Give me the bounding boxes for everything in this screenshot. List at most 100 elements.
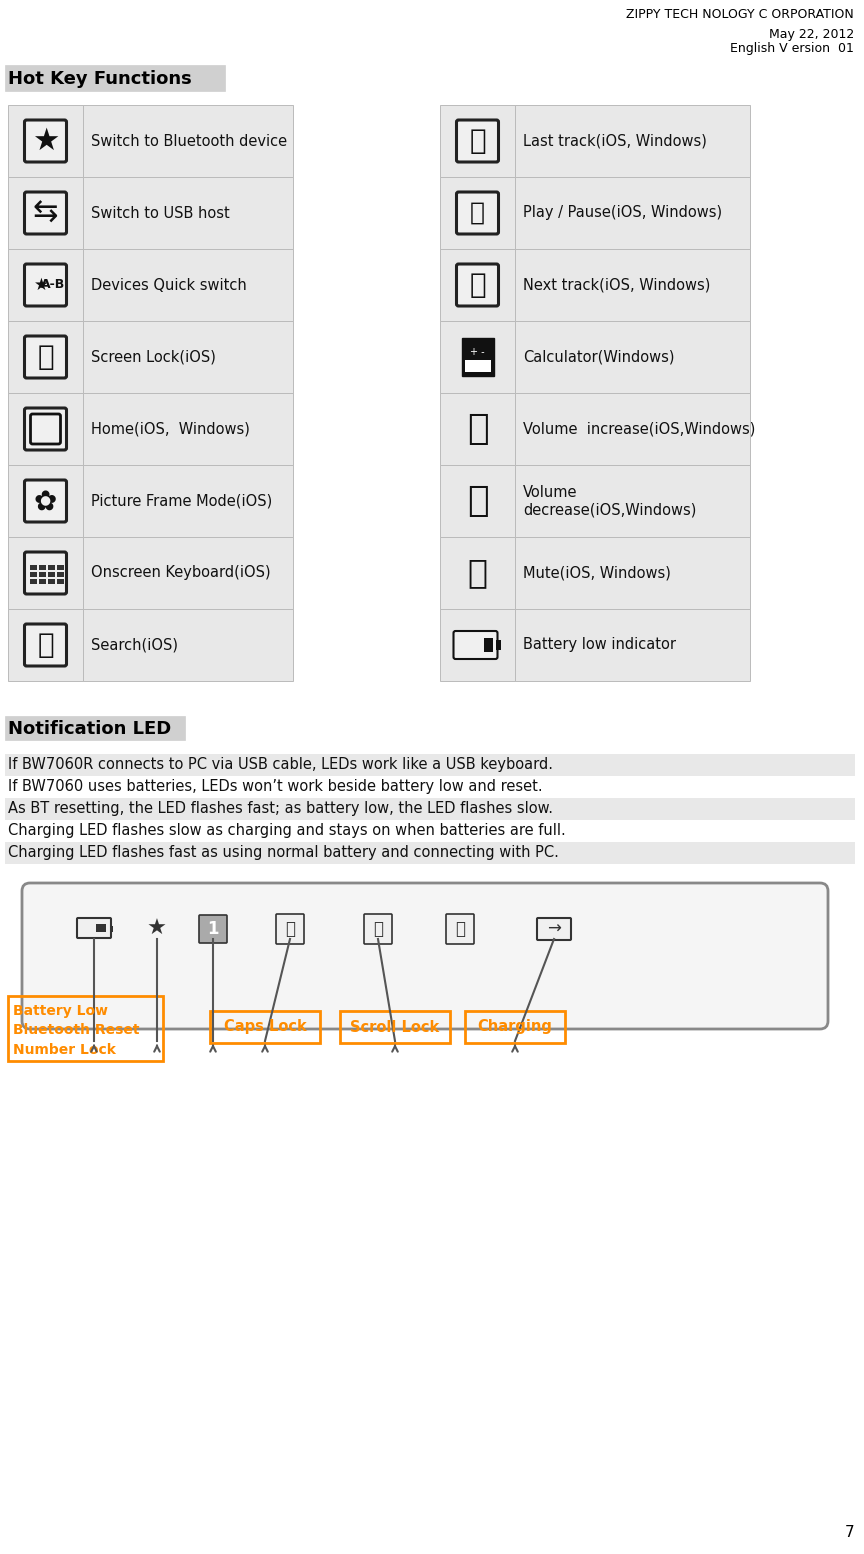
Bar: [83, 465, 293, 538]
Bar: [5, 716, 185, 740]
Bar: [110, 926, 113, 932]
FancyBboxPatch shape: [456, 120, 499, 162]
Bar: [29, 580, 36, 584]
Text: Calculator(Windows): Calculator(Windows): [523, 350, 675, 365]
Bar: [48, 572, 54, 577]
Bar: [83, 177, 293, 249]
Bar: [56, 580, 63, 584]
Text: 🔒: 🔒: [37, 343, 54, 371]
Bar: [83, 322, 293, 393]
FancyBboxPatch shape: [454, 631, 498, 659]
Bar: [515, 177, 750, 249]
Text: Switch to USB host: Switch to USB host: [91, 205, 230, 221]
Text: May 22, 2012: May 22, 2012: [769, 28, 854, 40]
Bar: [5, 799, 855, 821]
Bar: [461, 339, 493, 376]
FancyBboxPatch shape: [24, 625, 67, 667]
FancyBboxPatch shape: [199, 915, 227, 943]
FancyBboxPatch shape: [24, 264, 67, 306]
Text: →: →: [547, 920, 561, 939]
FancyBboxPatch shape: [276, 914, 304, 943]
Text: Last track(iOS, Windows): Last track(iOS, Windows): [523, 134, 707, 149]
Text: 🔇: 🔇: [467, 556, 487, 589]
Text: ⇆: ⇆: [33, 199, 58, 227]
Bar: [440, 249, 515, 322]
Bar: [39, 580, 46, 584]
Bar: [515, 609, 750, 681]
Text: 7: 7: [844, 1524, 854, 1540]
Text: Home(iOS,  Windows): Home(iOS, Windows): [91, 421, 250, 437]
Text: 🔉: 🔉: [467, 483, 488, 517]
Bar: [48, 580, 54, 584]
Bar: [56, 572, 63, 577]
Bar: [210, 1012, 320, 1043]
Text: If BW7060 uses batteries, LEDs won’t work beside battery low and reset.: If BW7060 uses batteries, LEDs won’t wor…: [8, 780, 543, 794]
FancyBboxPatch shape: [364, 914, 392, 943]
Text: Volume  increase(iOS,Windows): Volume increase(iOS,Windows): [523, 421, 755, 437]
Text: Battery Low
Bluetooth Reset
Number Lock: Battery Low Bluetooth Reset Number Lock: [13, 1004, 139, 1057]
Bar: [5, 754, 855, 775]
FancyBboxPatch shape: [24, 480, 67, 522]
FancyBboxPatch shape: [446, 914, 474, 943]
Text: Scroll Lock: Scroll Lock: [351, 1019, 440, 1035]
Bar: [8, 106, 83, 177]
Bar: [465, 1012, 565, 1043]
Text: Screen Lock(iOS): Screen Lock(iOS): [91, 350, 216, 365]
Bar: [83, 609, 293, 681]
FancyBboxPatch shape: [24, 193, 67, 235]
Bar: [83, 538, 293, 609]
FancyBboxPatch shape: [24, 336, 67, 378]
Text: ZIPPY TECH NOLOGY C ORPORATION: ZIPPY TECH NOLOGY C ORPORATION: [626, 8, 854, 22]
Bar: [56, 566, 63, 570]
Bar: [515, 322, 750, 393]
FancyBboxPatch shape: [77, 918, 111, 939]
Text: Devices Quick switch: Devices Quick switch: [91, 278, 247, 292]
Bar: [8, 996, 163, 1061]
Text: Charging: Charging: [478, 1019, 552, 1035]
FancyBboxPatch shape: [456, 264, 499, 306]
Text: ⏪: ⏪: [469, 127, 486, 155]
Bar: [440, 538, 515, 609]
Bar: [29, 572, 36, 577]
Text: A-B: A-B: [41, 278, 66, 292]
FancyBboxPatch shape: [22, 883, 828, 1029]
Bar: [39, 572, 46, 577]
FancyBboxPatch shape: [24, 552, 67, 594]
Text: + -
x ÷: + - x ÷: [469, 348, 486, 370]
Bar: [515, 393, 750, 465]
Text: Caps Lock: Caps Lock: [224, 1019, 307, 1035]
Text: ✿: ✿: [34, 488, 57, 516]
Bar: [440, 393, 515, 465]
Bar: [83, 249, 293, 322]
Bar: [515, 249, 750, 322]
Bar: [495, 640, 500, 650]
Text: ⏩: ⏩: [469, 270, 486, 298]
Text: ★: ★: [34, 277, 49, 294]
Text: Picture Frame Mode(iOS): Picture Frame Mode(iOS): [91, 494, 272, 508]
Bar: [515, 538, 750, 609]
Bar: [8, 465, 83, 538]
Bar: [515, 465, 750, 538]
Text: 🔒: 🔒: [455, 920, 465, 939]
Text: Hot Key Functions: Hot Key Functions: [8, 70, 192, 89]
Text: Notification LED: Notification LED: [8, 720, 171, 738]
Bar: [440, 322, 515, 393]
Bar: [83, 393, 293, 465]
Bar: [440, 609, 515, 681]
Bar: [8, 393, 83, 465]
Text: ⏯: ⏯: [470, 200, 485, 225]
Text: 1: 1: [207, 920, 219, 939]
Text: Onscreen Keyboard(iOS): Onscreen Keyboard(iOS): [91, 566, 270, 581]
Text: ★: ★: [147, 918, 167, 939]
Bar: [8, 177, 83, 249]
Bar: [29, 566, 36, 570]
Bar: [96, 925, 106, 932]
Text: 🔊: 🔊: [467, 412, 488, 446]
Bar: [440, 177, 515, 249]
Text: 🔒: 🔒: [285, 920, 295, 939]
Bar: [440, 106, 515, 177]
Text: 🔒: 🔒: [373, 920, 383, 939]
Bar: [340, 1012, 450, 1043]
Bar: [5, 65, 225, 92]
Bar: [39, 566, 46, 570]
